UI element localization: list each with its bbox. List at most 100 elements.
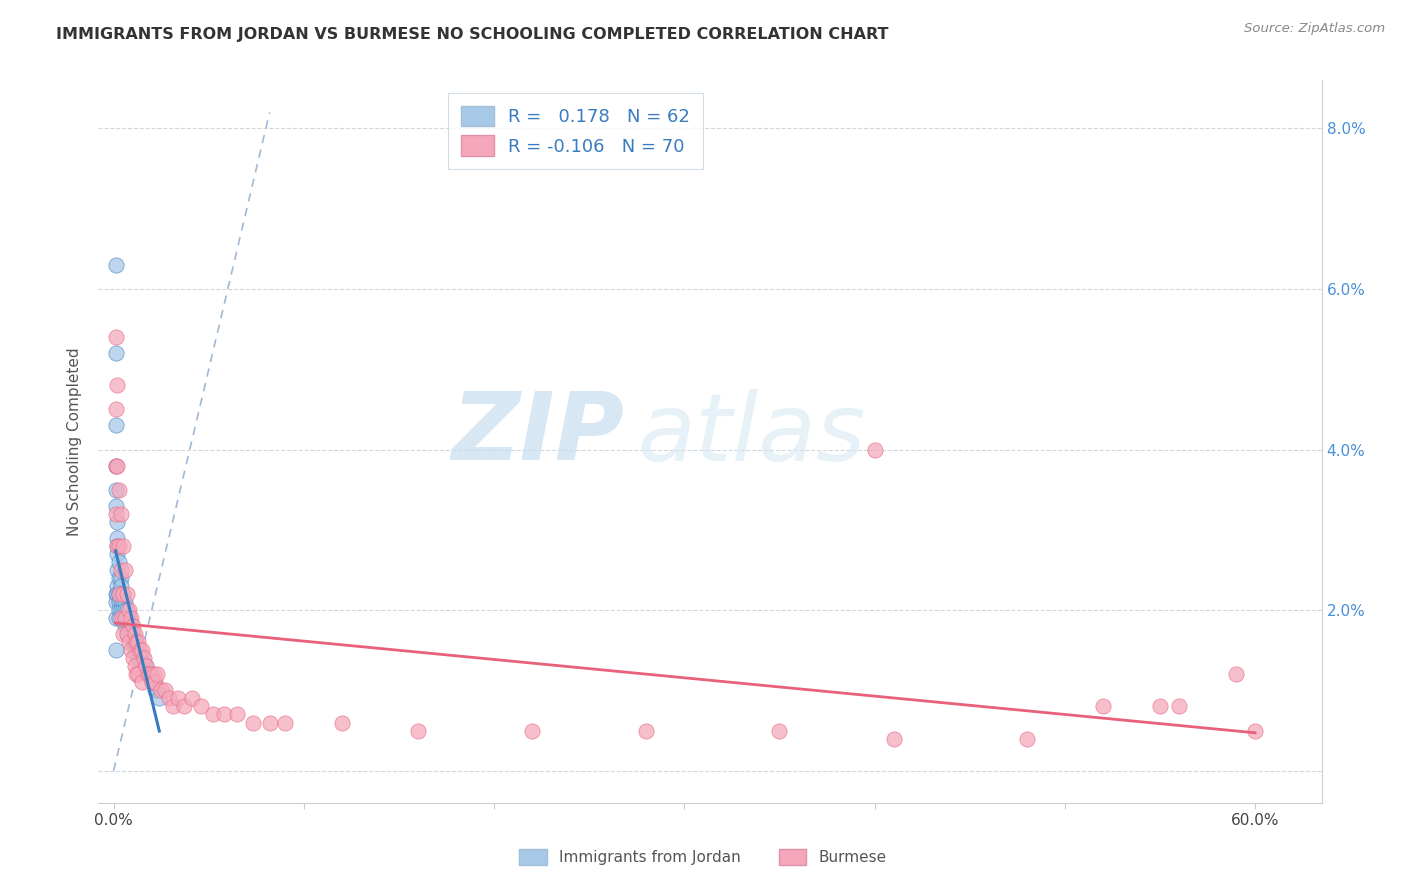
- Point: [124, 627, 146, 641]
- Point: [131, 651, 153, 665]
- Point: [104, 595, 127, 609]
- Text: IMMIGRANTS FROM JORDAN VS BURMESE NO SCHOOLING COMPLETED CORRELATION CHART: IMMIGRANTS FROM JORDAN VS BURMESE NO SCH…: [56, 27, 889, 42]
- Point: [142, 675, 165, 690]
- Point: [145, 675, 167, 690]
- Point: [274, 715, 297, 730]
- Point: [259, 715, 281, 730]
- Point: [1244, 723, 1267, 738]
- Point: [108, 483, 131, 497]
- Point: [1015, 731, 1038, 746]
- Y-axis label: No Schooling Completed: No Schooling Completed: [67, 347, 83, 536]
- Point: [107, 539, 129, 553]
- Point: [135, 659, 157, 673]
- Point: [242, 715, 264, 730]
- Point: [107, 539, 129, 553]
- Point: [157, 691, 180, 706]
- Point: [118, 635, 141, 649]
- Point: [114, 563, 136, 577]
- Point: [118, 619, 141, 633]
- Point: [108, 587, 131, 601]
- Point: [125, 667, 148, 681]
- Point: [1091, 699, 1114, 714]
- Point: [114, 611, 136, 625]
- Point: [104, 258, 127, 272]
- Point: [141, 675, 163, 690]
- Point: [863, 442, 886, 457]
- Point: [118, 611, 141, 625]
- Point: [107, 547, 129, 561]
- Point: [104, 402, 127, 417]
- Point: [142, 667, 165, 681]
- Point: [104, 458, 127, 473]
- Point: [118, 603, 141, 617]
- Point: [125, 635, 148, 649]
- Point: [104, 499, 127, 513]
- Point: [104, 346, 127, 360]
- Point: [115, 587, 138, 601]
- Point: [104, 587, 127, 601]
- Point: [114, 611, 136, 625]
- Point: [107, 579, 129, 593]
- Point: [107, 531, 129, 545]
- Point: [129, 643, 152, 657]
- Point: [131, 643, 153, 657]
- Point: [112, 595, 135, 609]
- Point: [120, 627, 142, 641]
- Point: [110, 571, 132, 585]
- Text: atlas: atlas: [637, 389, 865, 480]
- Point: [112, 603, 135, 617]
- Point: [110, 595, 132, 609]
- Point: [110, 611, 132, 625]
- Point: [104, 418, 127, 433]
- Point: [636, 723, 658, 738]
- Point: [127, 635, 149, 649]
- Point: [146, 667, 169, 681]
- Point: [129, 651, 152, 665]
- Point: [107, 515, 129, 529]
- Point: [110, 587, 132, 601]
- Point: [141, 675, 163, 690]
- Point: [108, 555, 131, 569]
- Point: [115, 627, 138, 641]
- Point: [768, 723, 790, 738]
- Point: [108, 571, 131, 585]
- Point: [180, 691, 202, 706]
- Point: [121, 651, 143, 665]
- Text: Source: ZipAtlas.com: Source: ZipAtlas.com: [1244, 22, 1385, 36]
- Point: [114, 603, 136, 617]
- Point: [107, 458, 129, 473]
- Point: [145, 683, 167, 698]
- Point: [120, 619, 142, 633]
- Point: [108, 611, 131, 625]
- Legend: R =   0.178   N = 62, R = -0.106   N = 70: R = 0.178 N = 62, R = -0.106 N = 70: [449, 93, 703, 169]
- Point: [125, 643, 148, 657]
- Point: [115, 603, 138, 617]
- Point: [1149, 699, 1171, 714]
- Point: [201, 707, 224, 722]
- Point: [883, 731, 905, 746]
- Point: [124, 659, 146, 673]
- Point: [162, 699, 184, 714]
- Point: [104, 330, 127, 344]
- Point: [139, 667, 162, 681]
- Point: [1225, 667, 1247, 681]
- Point: [104, 507, 127, 521]
- Point: [121, 619, 143, 633]
- Point: [139, 667, 162, 681]
- Point: [136, 667, 159, 681]
- Point: [104, 483, 127, 497]
- Point: [132, 651, 155, 665]
- Point: [226, 707, 249, 722]
- Point: [108, 587, 131, 601]
- Point: [112, 611, 135, 625]
- Point: [148, 691, 170, 706]
- Point: [136, 667, 159, 681]
- Point: [104, 458, 127, 473]
- Point: [107, 587, 129, 601]
- Point: [112, 587, 135, 601]
- Point: [110, 579, 132, 593]
- Point: [153, 683, 176, 698]
- Legend: Immigrants from Jordan, Burmese: Immigrants from Jordan, Burmese: [513, 843, 893, 871]
- Point: [107, 378, 129, 392]
- Point: [212, 707, 235, 722]
